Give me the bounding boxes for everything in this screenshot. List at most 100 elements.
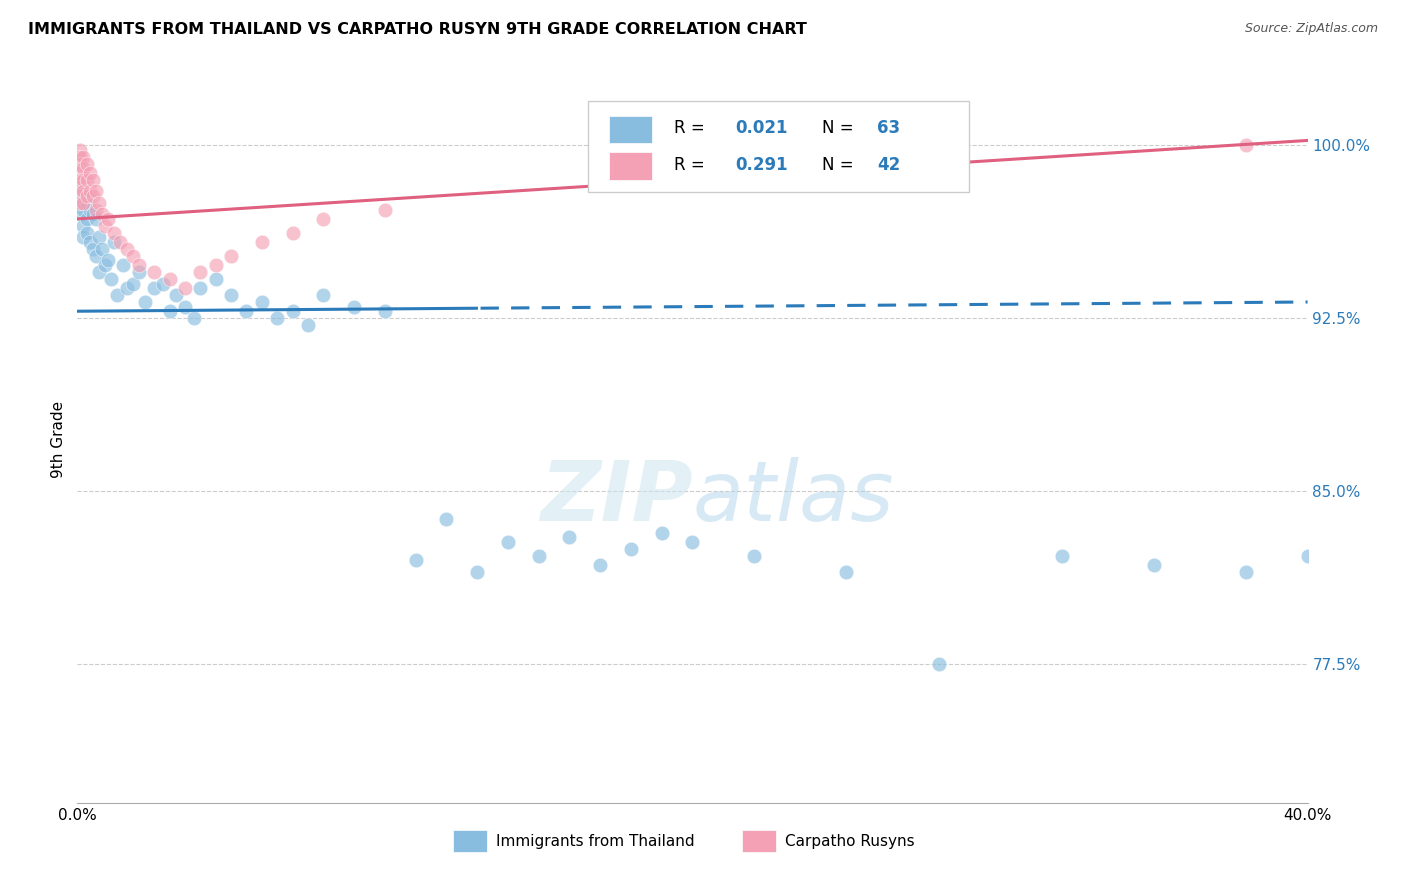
FancyBboxPatch shape [588, 102, 969, 192]
Point [496, 535, 519, 549]
Point [235, 304, 257, 318]
Point [558, 530, 581, 544]
Text: ZIP: ZIP [540, 457, 693, 538]
Point [219, 249, 242, 263]
Point [76, 189, 98, 203]
Point [281, 226, 304, 240]
Text: 42: 42 [877, 155, 900, 174]
Point [165, 288, 187, 302]
Point [143, 265, 166, 279]
Text: Source: ZipAtlas.com: Source: ZipAtlas.com [1244, 22, 1378, 36]
Point [72, 150, 94, 164]
FancyBboxPatch shape [609, 153, 652, 180]
Text: Immigrants from Thailand: Immigrants from Thailand [496, 834, 695, 849]
Text: 0.021: 0.021 [735, 120, 787, 137]
Point [72, 230, 94, 244]
Point [436, 512, 458, 526]
Point [69, 172, 91, 186]
Point [682, 535, 704, 549]
Point [84, 184, 107, 198]
Point [250, 295, 273, 310]
Point [82, 189, 104, 203]
Point [82, 207, 104, 221]
Point [374, 202, 396, 217]
Point [112, 258, 135, 272]
Point [69, 156, 91, 170]
Point [128, 258, 150, 272]
Point [72, 172, 94, 186]
Point [1234, 565, 1257, 579]
Point [742, 549, 765, 563]
Point [1143, 558, 1166, 573]
Point [928, 657, 950, 672]
Point [94, 258, 117, 272]
Point [159, 304, 181, 318]
Point [620, 541, 643, 556]
Text: R =: R = [673, 120, 710, 137]
Text: N =: N = [821, 120, 859, 137]
Point [1296, 549, 1319, 563]
Point [79, 166, 101, 180]
Point [143, 281, 166, 295]
Point [87, 195, 110, 210]
Point [651, 525, 673, 540]
Point [72, 202, 94, 217]
Point [527, 549, 550, 563]
Point [69, 207, 91, 221]
Point [174, 300, 197, 314]
Point [103, 226, 125, 240]
Point [76, 211, 98, 226]
Point [72, 195, 94, 210]
Point [312, 288, 335, 302]
Point [90, 207, 114, 221]
Point [69, 143, 91, 157]
Text: IMMIGRANTS FROM THAILAND VS CARPATHO RUSYN 9TH GRADE CORRELATION CHART: IMMIGRANTS FROM THAILAND VS CARPATHO RUS… [28, 22, 807, 37]
Point [97, 211, 120, 226]
Text: Carpatho Rusyns: Carpatho Rusyns [785, 834, 914, 849]
Point [84, 202, 107, 217]
Point [174, 281, 197, 295]
Point [72, 161, 94, 175]
Point [281, 304, 304, 318]
Point [589, 558, 612, 573]
Point [69, 166, 91, 180]
Point [79, 184, 101, 198]
Point [79, 235, 101, 249]
Point [121, 249, 143, 263]
Point [94, 219, 117, 233]
Point [266, 311, 288, 326]
Point [82, 172, 104, 186]
Point [69, 179, 91, 194]
Point [159, 272, 181, 286]
Point [87, 265, 110, 279]
Point [79, 202, 101, 217]
Point [90, 242, 114, 256]
Point [134, 295, 156, 310]
Point [1234, 138, 1257, 153]
Point [84, 211, 107, 226]
FancyBboxPatch shape [453, 830, 486, 852]
Point [84, 249, 107, 263]
Point [121, 277, 143, 291]
Point [72, 189, 94, 203]
Point [69, 184, 91, 198]
FancyBboxPatch shape [742, 830, 776, 852]
Point [465, 565, 488, 579]
Point [69, 150, 91, 164]
Point [405, 553, 427, 567]
Point [76, 156, 98, 170]
Point [69, 195, 91, 210]
Text: 0.291: 0.291 [735, 155, 789, 174]
Point [97, 253, 120, 268]
FancyBboxPatch shape [609, 116, 652, 144]
Y-axis label: 9th Grade: 9th Grade [51, 401, 66, 478]
Point [250, 235, 273, 249]
Point [219, 288, 242, 302]
Point [835, 565, 858, 579]
Point [76, 195, 98, 210]
Point [72, 219, 94, 233]
Point [100, 272, 122, 286]
Point [105, 288, 128, 302]
Point [297, 318, 319, 332]
Point [204, 258, 226, 272]
